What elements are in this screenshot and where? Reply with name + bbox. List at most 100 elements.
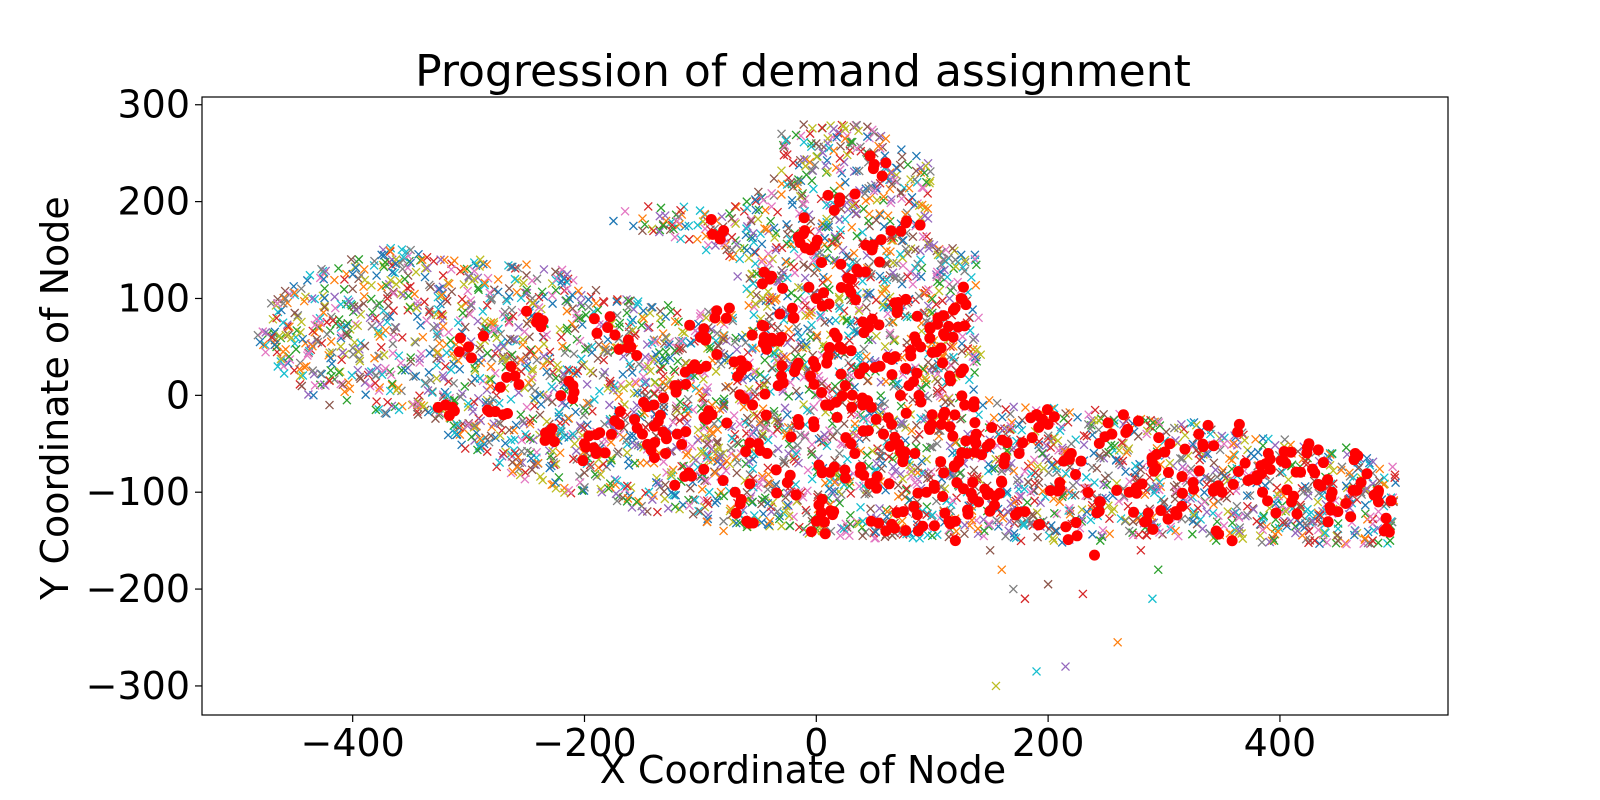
assigned-demand-marker: [914, 219, 926, 231]
candidate-node-marker: [1078, 589, 1088, 599]
candidate-node-marker: [971, 260, 981, 270]
candidate-node-marker: [927, 361, 937, 371]
candidate-node-marker: [1295, 519, 1305, 529]
candidate-node-marker: [1079, 440, 1089, 450]
candidate-node-marker: [800, 161, 810, 171]
assigned-demand-marker: [949, 461, 961, 473]
candidate-node-marker: [680, 221, 690, 231]
candidate-node-marker: [336, 299, 346, 309]
assigned-demand-marker: [960, 435, 972, 447]
candidate-node-marker: [821, 222, 831, 232]
candidate-node-marker: [781, 505, 791, 515]
candidate-node-marker: [526, 454, 536, 463]
candidate-node-marker: [835, 181, 845, 191]
candidate-node-marker: [1081, 472, 1091, 482]
candidate-node-marker: [1107, 507, 1117, 517]
assigned-demand-marker: [1301, 447, 1313, 459]
candidate-node-marker: [1365, 512, 1375, 522]
assigned-demand-marker: [660, 429, 672, 441]
candidate-node-marker: [744, 253, 754, 263]
candidate-node-marker: [536, 399, 546, 409]
assigned-demand-marker: [736, 365, 748, 377]
candidate-node-marker: [970, 352, 980, 362]
candidate-node-marker: [392, 385, 401, 395]
candidate-node-marker: [432, 348, 442, 358]
candidate-node-marker: [819, 430, 829, 440]
candidate-node-marker: [449, 256, 459, 266]
candidate-node-marker: [864, 216, 873, 226]
candidate-node-marker: [411, 371, 421, 381]
candidate-node-marker: [658, 221, 668, 231]
candidate-node-marker: [715, 453, 725, 463]
assigned-demand-marker: [878, 428, 890, 440]
candidate-node-marker: [458, 308, 468, 318]
candidate-node-marker: [589, 395, 599, 404]
candidate-node-marker: [769, 174, 779, 184]
candidate-node-marker: [469, 258, 479, 268]
candidate-node-marker: [1012, 476, 1022, 485]
candidate-node-marker: [615, 318, 625, 328]
candidate-node-marker: [730, 429, 740, 439]
candidate-node-marker: [535, 410, 545, 420]
candidate-node-marker: [998, 513, 1008, 523]
assigned-demand-marker: [1070, 517, 1082, 529]
candidate-node-marker: [433, 284, 443, 294]
candidate-node-marker: [698, 448, 708, 458]
candidate-node-marker: [840, 124, 850, 134]
candidate-node-marker: [466, 296, 476, 306]
candidate-node-marker: [1186, 418, 1196, 428]
candidate-node-marker: [580, 344, 590, 354]
candidate-node-marker: [504, 317, 514, 327]
candidate-node-marker: [969, 385, 979, 395]
assigned-demand-marker: [850, 294, 862, 306]
candidate-node-marker: [762, 376, 772, 386]
candidate-node-marker: [875, 208, 885, 218]
candidate-node-marker: [484, 437, 494, 447]
assigned-demand-marker: [788, 312, 800, 324]
candidate-node-marker: [729, 411, 739, 421]
candidate-node-marker: [704, 439, 714, 449]
candidate-node-marker: [453, 318, 463, 328]
candidate-node-marker: [778, 140, 788, 150]
candidate-node-marker: [359, 264, 369, 274]
assigned-demand-marker: [911, 367, 923, 379]
candidate-node-marker: [1113, 637, 1123, 647]
candidate-node-marker: [505, 334, 515, 344]
candidate-node-marker: [1272, 483, 1282, 493]
candidate-node-marker: [525, 347, 535, 356]
candidate-node-marker: [640, 352, 650, 362]
assigned-demand-marker: [986, 421, 998, 433]
candidate-node-marker: [572, 313, 582, 323]
candidate-node-marker: [446, 365, 456, 375]
x-tick-label: −400: [300, 721, 404, 765]
assigned-demand-marker: [477, 330, 489, 342]
candidate-node-marker: [885, 330, 895, 340]
candidate-node-marker: [1342, 539, 1351, 549]
candidate-node-marker: [489, 419, 499, 429]
candidate-node-marker: [786, 288, 796, 298]
candidate-node-marker: [680, 413, 689, 423]
assigned-demand-marker: [446, 401, 458, 413]
candidate-node-marker: [510, 449, 520, 458]
candidate-node-marker: [727, 245, 737, 255]
candidate-node-marker: [874, 141, 884, 151]
candidate-node-marker: [486, 295, 496, 305]
assigned-demand-marker: [1371, 488, 1383, 500]
candidate-node-marker: [748, 497, 758, 507]
candidate-node-marker: [670, 502, 680, 512]
candidate-node-marker: [571, 369, 581, 378]
candidate-node-marker: [661, 332, 671, 342]
candidate-node-marker: [776, 190, 786, 199]
candidate-node-marker: [757, 239, 767, 249]
candidate-node-marker: [440, 361, 450, 371]
candidate-node-marker: [1089, 448, 1099, 458]
candidate-node-marker: [799, 120, 809, 130]
candidate-node-marker: [702, 517, 712, 527]
candidate-node-marker: [371, 371, 381, 381]
candidate-node-marker: [267, 332, 277, 342]
candidate-node-marker: [719, 526, 729, 536]
assigned-demand-marker: [938, 310, 950, 322]
candidate-node-marker: [563, 413, 573, 423]
assigned-demand-marker: [465, 352, 477, 364]
assigned-demand-marker: [807, 356, 819, 368]
